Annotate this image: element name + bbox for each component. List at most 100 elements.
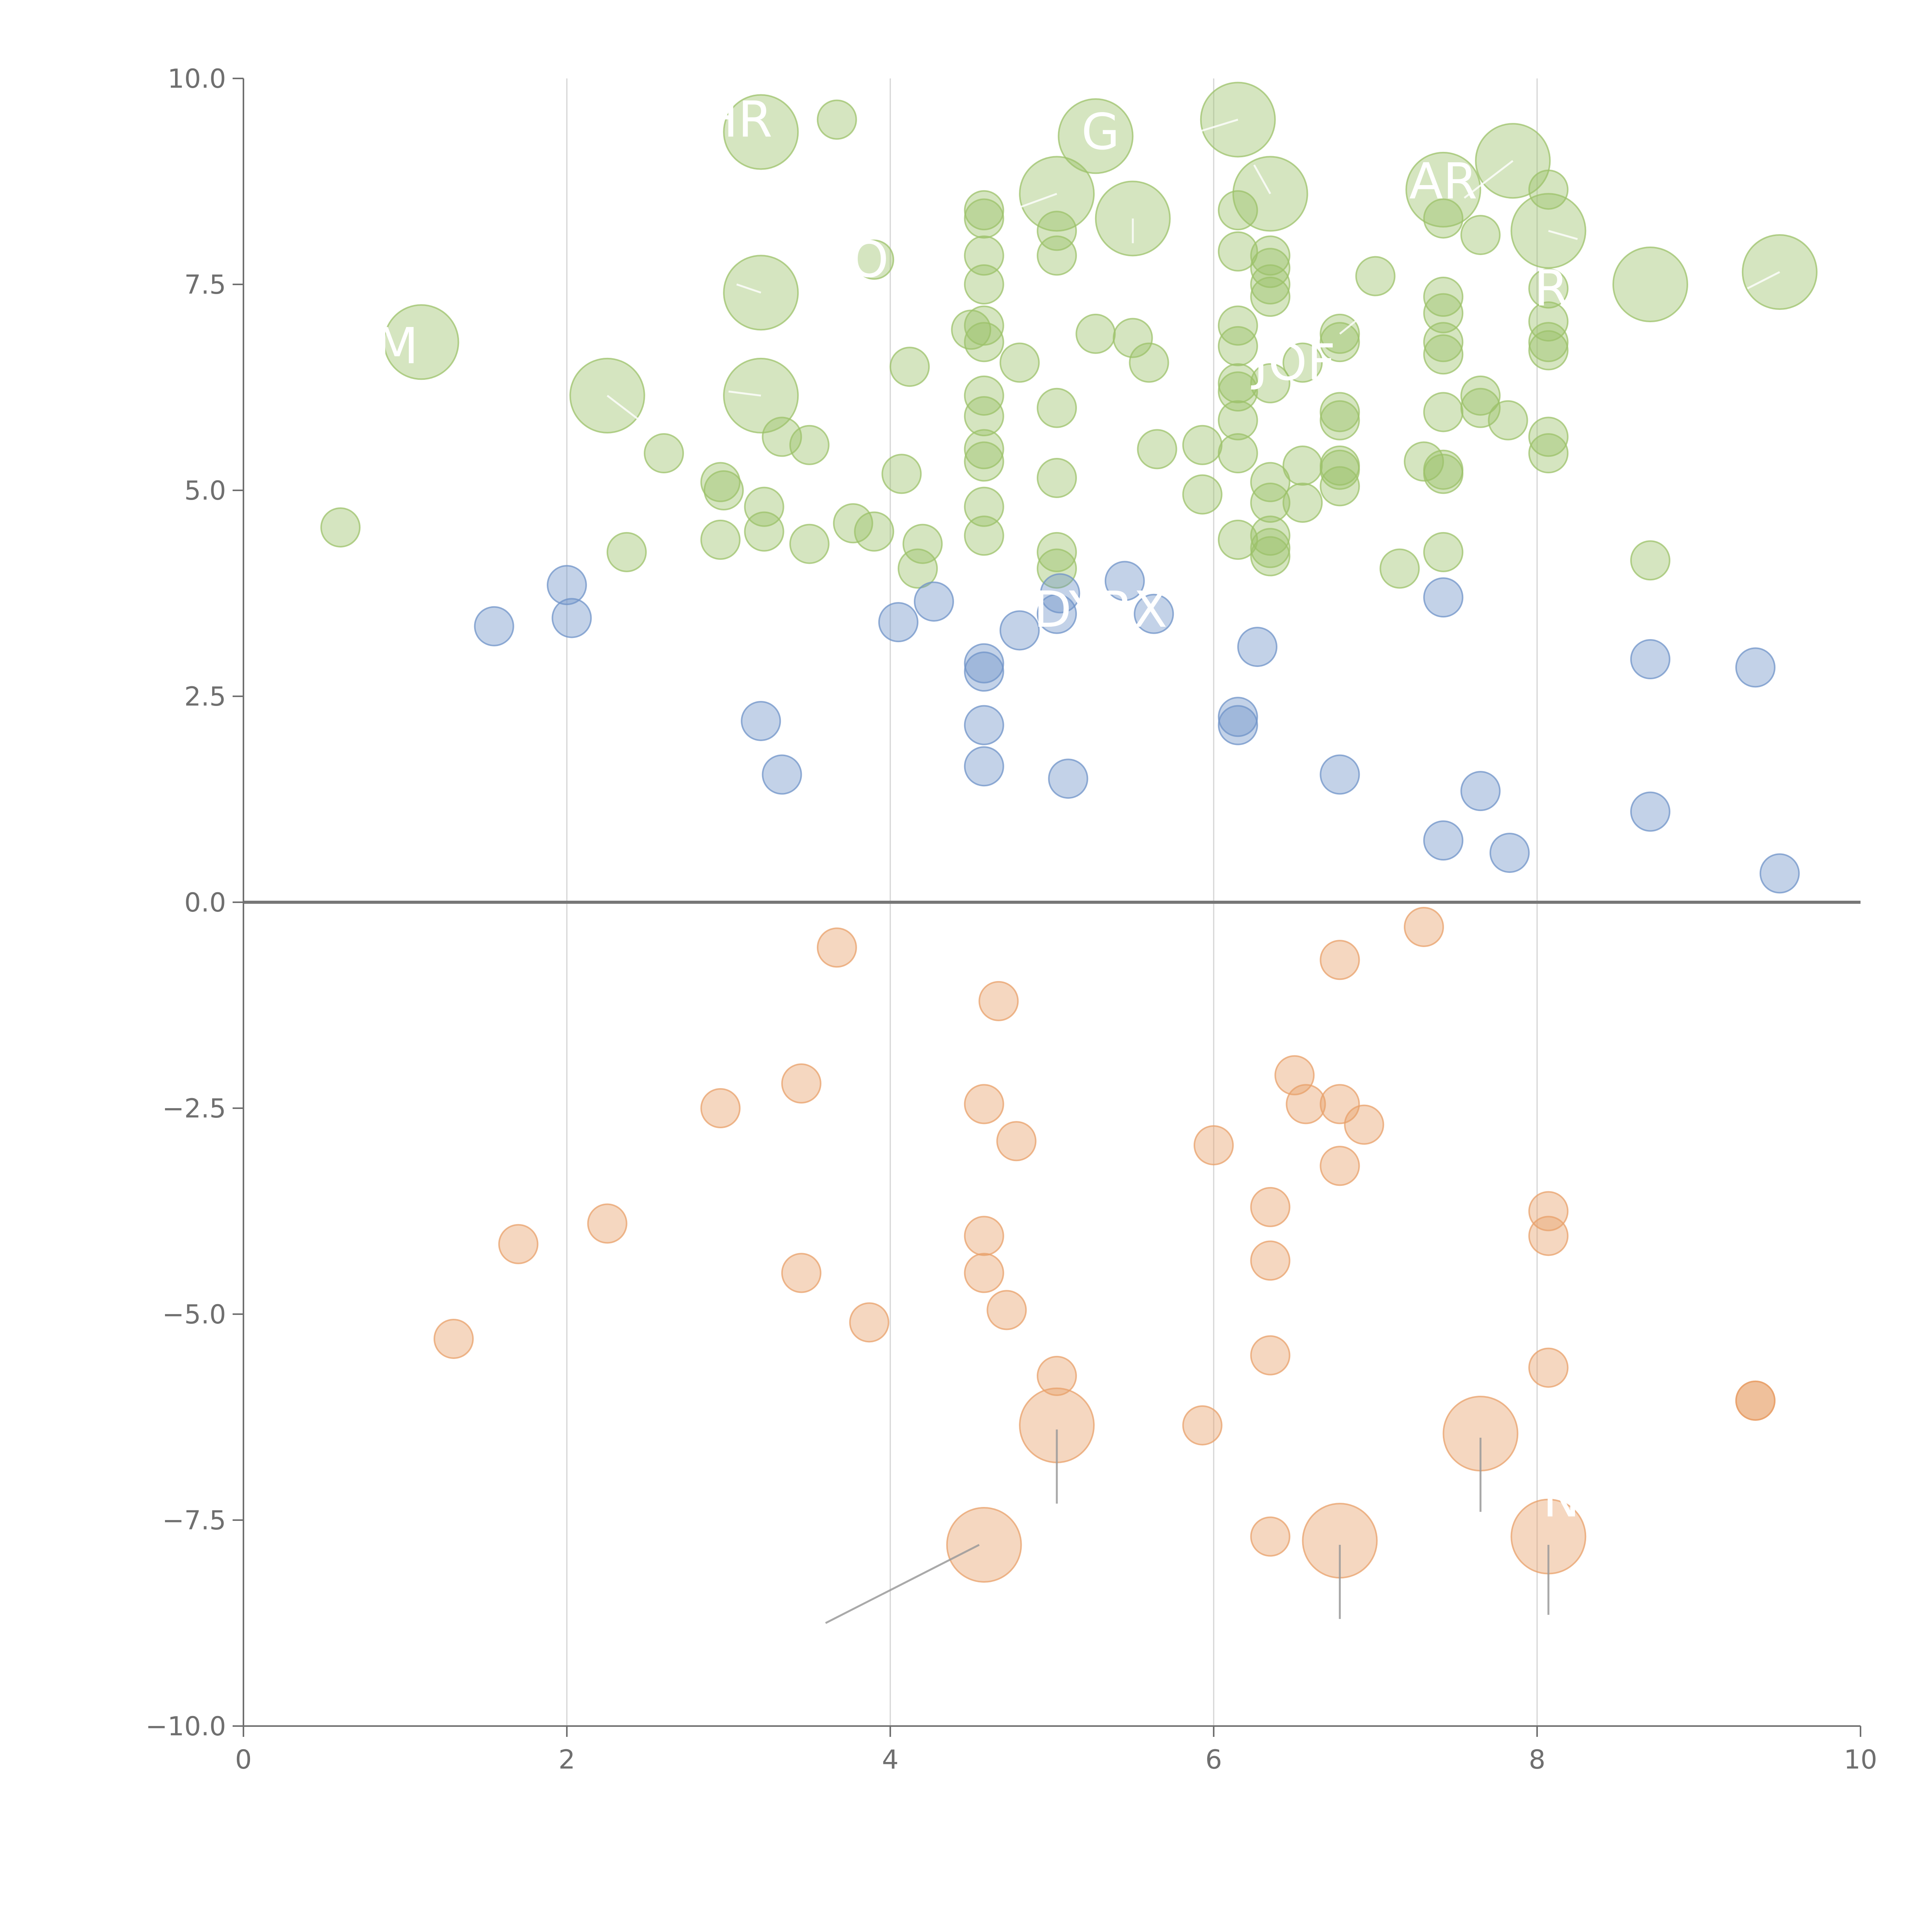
green-bubble xyxy=(1037,211,1077,251)
blue-bubble xyxy=(1218,697,1258,737)
orange-bubble xyxy=(964,1084,1004,1124)
green-bubble xyxy=(902,524,943,564)
green-bubble xyxy=(383,304,459,380)
green-bubble xyxy=(1182,425,1223,465)
green-bubble xyxy=(1423,532,1464,572)
green-bubble xyxy=(762,417,802,457)
green-bubble xyxy=(1250,515,1291,556)
green-bubble xyxy=(964,305,1004,346)
orange-bubble xyxy=(498,1224,539,1264)
leader-line xyxy=(1253,164,1271,194)
y-tick-label: −2.5 xyxy=(162,1094,226,1124)
leader-line xyxy=(607,395,640,421)
y-tick-label: 2.5 xyxy=(184,682,226,712)
bubble-label: HR xyxy=(701,91,772,149)
green-bubble xyxy=(881,454,922,494)
green-bubble xyxy=(1182,474,1223,515)
bubble-label: DYRX xyxy=(1034,581,1167,639)
blue-bubble xyxy=(1489,833,1530,873)
orange-bubble xyxy=(587,1203,628,1244)
orange-bubble xyxy=(1250,1516,1291,1557)
green-bubble xyxy=(1250,248,1291,288)
green-bubble xyxy=(1528,169,1569,210)
orange-bubble xyxy=(781,1253,821,1293)
orange-bubble xyxy=(1528,1191,1569,1231)
green-bubble xyxy=(964,322,1004,362)
blue-bubble xyxy=(964,643,1004,684)
orange-bubble xyxy=(1037,1355,1077,1396)
x-tick-label: 10 xyxy=(1844,1745,1878,1775)
bubble-label: RU xyxy=(1534,260,1605,318)
orange-bubble xyxy=(781,1063,821,1104)
blue-bubble xyxy=(1237,627,1277,667)
blue-bubble xyxy=(741,701,781,741)
green-bubble xyxy=(1528,301,1569,342)
blue-bubble xyxy=(1048,759,1088,799)
bubble-series xyxy=(320,82,1818,1583)
green-bubble xyxy=(1460,388,1501,428)
green-bubble xyxy=(1404,441,1444,482)
leader-line xyxy=(1747,271,1780,289)
orange-bubble xyxy=(1344,1104,1384,1145)
blue-bubble xyxy=(878,602,918,643)
orange-bubble xyxy=(700,1088,741,1128)
green-bubble xyxy=(1405,151,1481,228)
orange-bubble xyxy=(1528,1347,1569,1388)
blue-bubble xyxy=(1630,639,1670,680)
x-tick-label: 2 xyxy=(558,1745,575,1775)
blue-bubble xyxy=(551,598,592,638)
green-bubble xyxy=(1320,400,1360,440)
green-bubble xyxy=(1528,268,1569,309)
green-bubble xyxy=(1037,458,1077,498)
green-bubble xyxy=(320,507,361,548)
green-bubble xyxy=(1218,519,1258,560)
green-bubble xyxy=(1528,417,1569,457)
green-bubble xyxy=(1218,231,1258,272)
orange-bubble xyxy=(1320,940,1360,980)
green-bubble xyxy=(1320,466,1360,507)
orange-bubble xyxy=(1735,1380,1776,1421)
orange-bubble xyxy=(964,1216,1004,1256)
y-tick-label: 5.0 xyxy=(184,476,226,506)
green-bubble xyxy=(1528,322,1569,362)
green-bubble xyxy=(964,429,1004,469)
green-bubble xyxy=(1037,532,1077,572)
green-bubble xyxy=(1129,342,1169,383)
x-tick-label: 4 xyxy=(882,1745,898,1775)
green-bubble xyxy=(1112,318,1153,358)
blue-bubble xyxy=(1104,561,1145,601)
x-tick-label: 6 xyxy=(1205,1745,1222,1775)
green-bubble xyxy=(854,240,895,280)
green-bubble xyxy=(1460,215,1501,255)
bubble-label: O xyxy=(850,231,889,289)
blue-bubble xyxy=(1037,594,1077,634)
green-bubble xyxy=(964,190,1004,231)
bubble-label: M xyxy=(376,318,418,375)
green-bubble xyxy=(1137,429,1177,469)
bubble-label: AR xyxy=(1409,153,1478,211)
green-bubble xyxy=(1379,548,1420,589)
leader-line xyxy=(736,283,762,294)
axes: −10.0 −7.5 −5.0 −2.5 0.0 2.5 5.0 7.5 10.0 0 2 4 6 8 10 xyxy=(146,64,1878,1775)
green-bubble xyxy=(1250,264,1291,304)
blue-bubble xyxy=(1630,791,1670,832)
green-bubble xyxy=(744,486,784,527)
blue-bubble xyxy=(474,606,514,646)
green-bubble xyxy=(999,342,1040,383)
orange-bubble xyxy=(434,1318,474,1359)
green-bubble xyxy=(1423,392,1464,432)
green-bubble xyxy=(644,433,684,474)
green-bubble xyxy=(1250,528,1291,568)
y-tick-label: −7.5 xyxy=(162,1505,226,1536)
green-bubble xyxy=(889,347,930,387)
green-bubble xyxy=(964,396,1004,437)
leader-line xyxy=(1339,304,1376,335)
blue-bubble xyxy=(1759,853,1800,894)
orange-bubble xyxy=(1528,1216,1569,1256)
leader-line xyxy=(1548,230,1578,240)
orange-bubble xyxy=(946,1507,1022,1583)
green-bubble xyxy=(1320,322,1360,362)
y-tick-label: 10.0 xyxy=(168,64,226,94)
orange-bubble xyxy=(996,1121,1037,1162)
blue-bubble xyxy=(999,610,1040,651)
